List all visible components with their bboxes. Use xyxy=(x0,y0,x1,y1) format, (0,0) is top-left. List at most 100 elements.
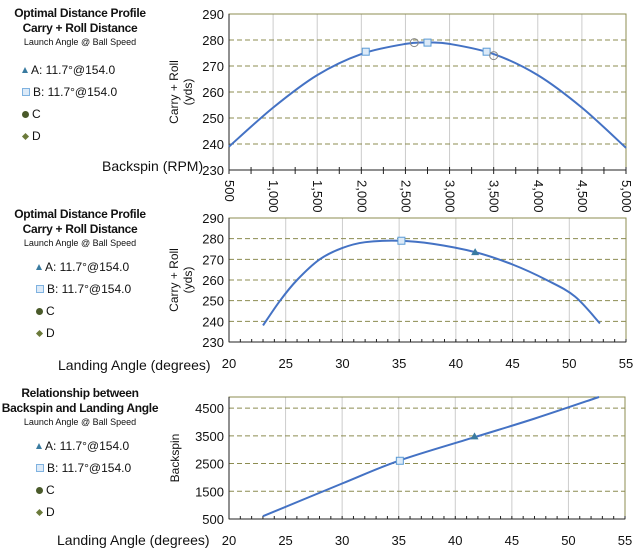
series-curve xyxy=(228,41,627,149)
circle-marker xyxy=(489,51,499,61)
x-tick-label: 35 xyxy=(391,533,405,548)
y-tick-label: 250 xyxy=(202,111,224,126)
square-marker-icon xyxy=(22,88,30,96)
legend-title: Relationship between xyxy=(21,386,139,400)
x-tick-label: 45 xyxy=(505,356,519,371)
circle-marker-icon xyxy=(36,307,43,315)
x-tick-label: 35 xyxy=(392,356,406,371)
legend-item[interactable]: B: 11.7°@154.0 xyxy=(22,81,160,103)
y-tick-label: 280 xyxy=(202,232,224,247)
y-tick-label: 260 xyxy=(202,85,224,100)
series-curve xyxy=(262,239,601,327)
x-tick-label: 20 xyxy=(222,533,236,548)
legend-item[interactable]: C xyxy=(36,300,160,322)
circle-marker-icon xyxy=(22,110,29,118)
square-marker xyxy=(423,38,432,47)
x-tick-label: 50 xyxy=(561,533,575,548)
x-tick-label: 55 xyxy=(618,533,632,548)
legend-item[interactable]: B: 11.7°@154.0 xyxy=(36,278,160,300)
y-tick-label: 250 xyxy=(202,294,224,309)
square-marker-icon xyxy=(36,285,44,293)
y-tick-label: 280 xyxy=(202,33,224,48)
triangle-marker-icon xyxy=(36,443,42,449)
legend-label: D xyxy=(46,326,55,340)
y-tick-label: 270 xyxy=(202,252,224,267)
circle-marker xyxy=(409,38,419,48)
x-axis-title: Landing Angle (degrees) xyxy=(57,532,210,548)
legend-label: A: 11.7°@154.0 xyxy=(31,63,116,77)
x-tick-label: 25 xyxy=(278,533,292,548)
x-tick-label: 4,500 xyxy=(575,180,590,213)
legend-label: D xyxy=(32,129,41,143)
circle-marker-icon xyxy=(36,486,43,494)
plot-frame xyxy=(228,396,626,520)
legend-item[interactable]: D xyxy=(21,125,160,147)
y-axis-title: Carry + Roll xyxy=(167,60,181,124)
y-axis-title: (yds) xyxy=(181,267,195,294)
legend-item[interactable]: B: 11.7°@154.0 xyxy=(36,457,160,479)
y-tick-label: 500 xyxy=(202,512,224,527)
legend-subtitle: Backspin and Landing Angle xyxy=(1,401,159,415)
square-marker xyxy=(395,456,404,465)
legend-label: D xyxy=(46,505,55,519)
legend-label: C xyxy=(32,107,41,121)
legend-item[interactable]: A: 11.7°@154.0 xyxy=(36,256,160,278)
legend-item[interactable]: C xyxy=(22,103,160,125)
legend-label: B: 11.7°@154.0 xyxy=(47,461,132,475)
y-tick-label: 240 xyxy=(202,314,224,329)
legend-label: C xyxy=(46,483,55,497)
x-tick-label: 40 xyxy=(448,533,462,548)
y-tick-label: 230 xyxy=(202,163,224,178)
y-tick-label: 290 xyxy=(202,7,224,22)
legend-panel-2: Optimal Distance Profile Carry + Roll Di… xyxy=(0,207,160,344)
square-marker xyxy=(482,47,491,56)
y-tick-label: 260 xyxy=(202,273,224,288)
legend-subtitle: Carry + Roll Distance xyxy=(22,21,138,35)
legend-item[interactable]: C xyxy=(36,479,160,501)
y-tick-label: 290 xyxy=(202,211,224,226)
legend-caption: Launch Angle @ Ball Speed xyxy=(23,238,137,248)
series-curve xyxy=(262,396,600,518)
legend-label: A: 11.7°@154.0 xyxy=(45,439,130,453)
x-tick-label: 30 xyxy=(335,533,349,548)
legend-item[interactable]: A: 11.7°@154.0 xyxy=(22,59,160,81)
legend-panel-3: Relationship between Backspin and Landin… xyxy=(0,386,160,523)
square-marker xyxy=(397,236,406,245)
triangle-marker xyxy=(471,248,480,256)
y-tick-label: 240 xyxy=(202,137,224,152)
triangle-marker-icon xyxy=(22,67,28,73)
x-axis-title: Backspin (RPM) xyxy=(102,158,204,174)
y-axis-title: Backspin xyxy=(168,434,182,483)
y-tick-label: 2500 xyxy=(195,457,224,472)
x-tick-label: 30 xyxy=(335,356,349,371)
x-tick-label: 500 xyxy=(222,180,237,202)
x-axis-title: Landing Angle (degrees) xyxy=(58,357,211,373)
x-tick-label: 25 xyxy=(278,356,292,371)
legend-caption: Launch Angle @ Ball Speed xyxy=(23,37,137,47)
x-tick-label: 1,000 xyxy=(266,180,281,213)
x-tick-label: 40 xyxy=(449,356,463,371)
x-tick-label: 2,500 xyxy=(398,180,413,213)
square-marker-icon xyxy=(36,464,44,472)
triangle-marker xyxy=(470,432,479,440)
x-tick-label: 5,000 xyxy=(619,180,634,213)
x-tick-label: 3,500 xyxy=(487,180,502,213)
x-tick-label: 55 xyxy=(619,356,633,371)
legend-item[interactable]: D xyxy=(35,322,160,344)
legend-item[interactable]: D xyxy=(35,501,160,523)
x-tick-label: 50 xyxy=(562,356,576,371)
x-tick-label: 45 xyxy=(505,533,519,548)
y-tick-label: 1500 xyxy=(195,484,224,499)
legend-panel-1: Optimal Distance Profile Carry + Roll Di… xyxy=(0,6,160,147)
square-marker xyxy=(361,47,370,56)
y-tick-label: 4500 xyxy=(195,401,224,416)
legend-title: Optimal Distance Profile xyxy=(14,207,146,221)
x-tick-label: 3,000 xyxy=(443,180,458,213)
x-tick-label: 20 xyxy=(222,356,236,371)
y-tick-label: 3500 xyxy=(195,429,224,444)
legend-label: B: 11.7°@154.0 xyxy=(33,85,118,99)
y-tick-label: 270 xyxy=(202,59,224,74)
legend-label: A: 11.7°@154.0 xyxy=(45,260,130,274)
legend-item[interactable]: A: 11.7°@154.0 xyxy=(36,435,160,457)
